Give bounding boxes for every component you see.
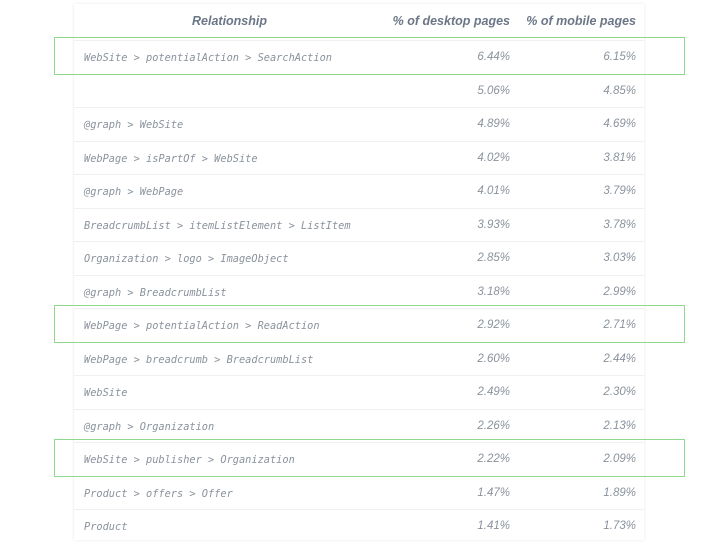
cell-mobile-percent: 2.71% <box>603 319 636 331</box>
table-row: 5.06% 4.85% <box>74 73 644 108</box>
cell-relationship: @graph > BreadcrumbList <box>84 286 227 299</box>
table-row: WebPage > potentialAction > ReadAction 2.… <box>74 308 644 342</box>
table-row: @graph > WebSite 4.89% 4.69% <box>74 107 644 141</box>
table-row: BreadcrumbList > itemListElement > ListI… <box>74 207 644 242</box>
cell-desktop-percent: 3.93% <box>477 218 510 231</box>
table-row: WebSite > publisher > Organization 2.22% 2… <box>74 442 644 476</box>
row-highlight-box <box>54 37 685 75</box>
header-desktop-pages[interactable]: % of desktop pages <box>392 14 510 28</box>
cell-desktop-percent: 3.18% <box>477 285 510 298</box>
cell-mobile-percent: 1.89% <box>603 486 636 499</box>
table-row: @graph > Organization 2.26% 2.13% <box>74 408 644 443</box>
table-row: Product > offers > Offer 1.47% 1.89% <box>74 475 644 510</box>
cell-desktop-percent: 5.06% <box>477 84 510 97</box>
cell-relationship: Product <box>84 521 128 533</box>
cell-relationship: Organization > logo > ImageObject <box>84 253 289 265</box>
table-row: @graph > WebPage 4.01% 3.79% <box>74 174 644 208</box>
cell-desktop-percent: 2.60% <box>477 352 510 365</box>
cell-relationship: @graph > WebSite <box>84 119 184 131</box>
cell-mobile-percent: 2.30% <box>603 386 636 398</box>
cell-mobile-percent: 3.78% <box>603 218 636 231</box>
table-row: @graph > BreadcrumbList 3.18% 2.99% <box>74 274 644 309</box>
table-row: WebPage > isPartOf > WebSite 4.02% 3.81% <box>74 140 644 175</box>
cell-desktop-percent: 6.44% <box>477 51 510 63</box>
cell-relationship: WebPage > breadcrumb > BreadcrumbList <box>84 353 314 366</box>
cell-desktop-percent: 2.26% <box>477 419 510 432</box>
cell-desktop-percent: 2.22% <box>477 453 510 465</box>
row-highlight-box <box>54 305 685 343</box>
table-row: WebSite > potentialAction > SearchAction… <box>74 40 644 74</box>
cell-mobile-percent: 3.81% <box>603 151 636 164</box>
cell-mobile-percent: 6.15% <box>603 51 636 63</box>
cell-mobile-percent: 3.03% <box>603 252 636 264</box>
cell-desktop-percent: 2.92% <box>477 319 510 331</box>
relationships-table: Relationship % of desktop pages % of mob… <box>74 4 644 540</box>
cell-mobile-percent: 2.09% <box>603 453 636 465</box>
cell-relationship: WebSite <box>84 387 128 399</box>
cell-relationship: @graph > Organization <box>84 420 215 433</box>
cell-mobile-percent: 2.44% <box>603 352 636 365</box>
cell-relationship: WebSite > potentialAction > SearchAction <box>84 52 332 64</box>
cell-mobile-percent: 2.99% <box>603 285 636 298</box>
cell-relationship: WebSite > publisher > Organization <box>84 454 295 466</box>
cell-desktop-percent: 2.85% <box>477 252 510 264</box>
cell-mobile-percent: 4.69% <box>603 118 636 130</box>
table-row: WebPage > breadcrumb > BreadcrumbList 2.6… <box>74 341 644 376</box>
cell-relationship: WebPage > isPartOf > WebSite <box>84 152 258 165</box>
table-row: WebSite 2.49% 2.30% <box>74 375 644 409</box>
cell-desktop-percent: 1.41% <box>477 520 510 532</box>
cell-mobile-percent: 4.85% <box>603 84 636 97</box>
cell-relationship: BreadcrumbList > itemListElement > ListI… <box>84 219 351 232</box>
cell-relationship: Product > offers > Offer <box>84 487 233 500</box>
cell-mobile-percent: 1.73% <box>603 520 636 532</box>
cell-desktop-percent: 2.49% <box>477 386 510 398</box>
row-highlight-box <box>54 439 685 477</box>
cell-desktop-percent: 4.01% <box>477 185 510 197</box>
cell-relationship: WebPage > potentialAction > ReadAction <box>84 320 320 332</box>
table-row: Product 1.41% 1.73% <box>74 509 644 543</box>
cell-desktop-percent: 4.89% <box>477 118 510 130</box>
table-row: Organization > logo > ImageObject 2.85% 3.… <box>74 241 644 275</box>
cell-mobile-percent: 2.13% <box>603 419 636 432</box>
cell-mobile-percent: 3.79% <box>603 185 636 197</box>
cell-desktop-percent: 1.47% <box>477 486 510 499</box>
header-mobile-pages[interactable]: % of mobile pages <box>526 14 636 28</box>
cell-desktop-percent: 4.02% <box>477 151 510 164</box>
header-relationship[interactable]: Relationship <box>192 14 268 28</box>
table-header: Relationship % of desktop pages % of mob… <box>74 4 644 38</box>
cell-relationship: @graph > WebPage <box>84 186 184 198</box>
